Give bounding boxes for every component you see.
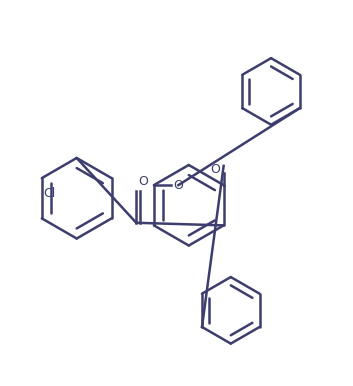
Text: O: O [173, 179, 183, 191]
Text: Cl: Cl [43, 187, 56, 200]
Text: O: O [210, 163, 220, 176]
Text: O: O [138, 175, 148, 188]
